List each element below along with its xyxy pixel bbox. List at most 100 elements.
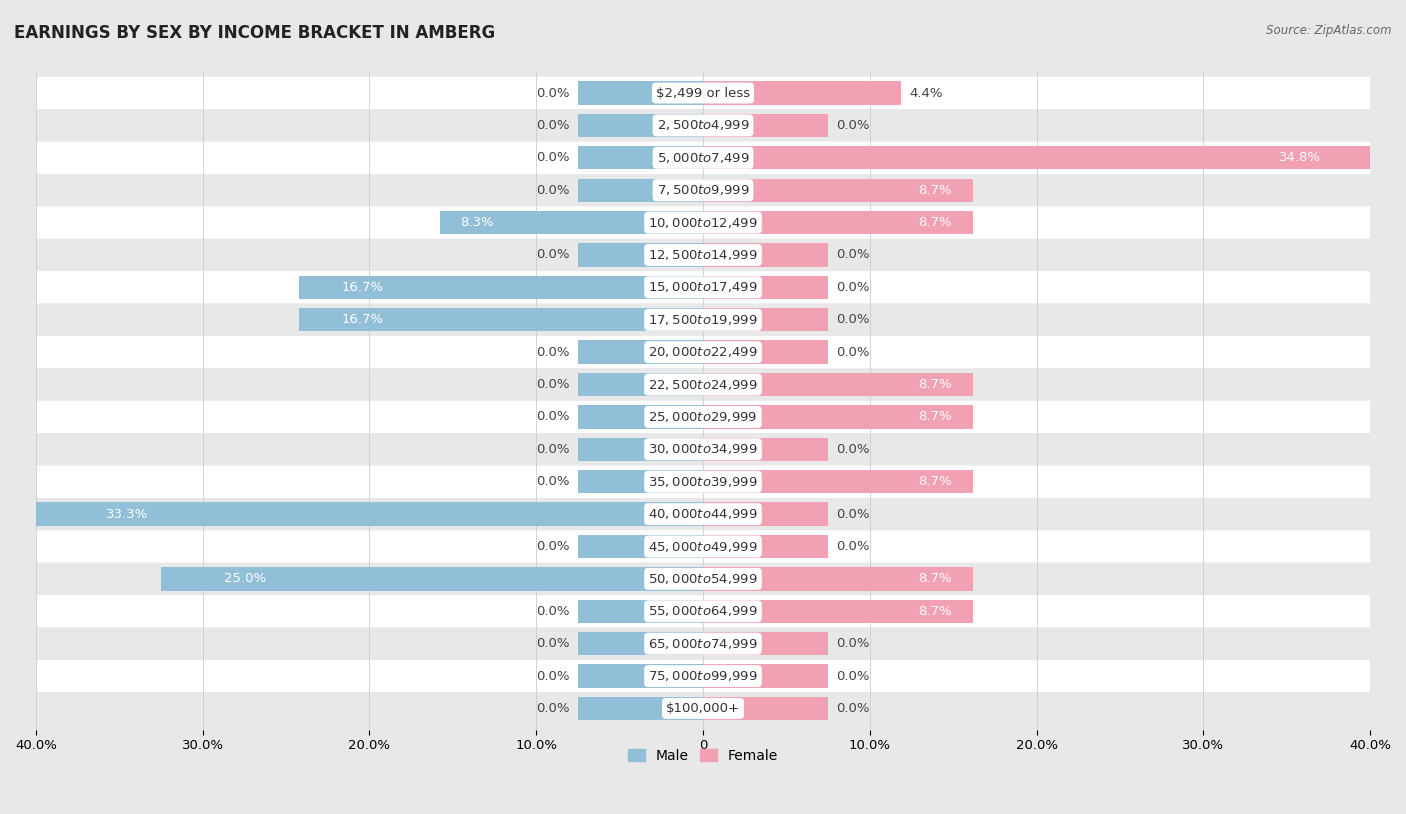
Bar	[703, 405, 828, 429]
Text: 0.0%: 0.0%	[536, 151, 569, 164]
Text: $17,500 to $19,999: $17,500 to $19,999	[648, 313, 758, 326]
FancyBboxPatch shape	[37, 207, 1369, 239]
Text: 0.0%: 0.0%	[536, 475, 569, 488]
Bar	[828, 178, 973, 202]
Bar	[828, 81, 901, 105]
Bar	[703, 600, 828, 623]
Text: $7,500 to $9,999: $7,500 to $9,999	[657, 183, 749, 197]
Bar	[828, 405, 973, 429]
Bar	[703, 373, 828, 396]
FancyBboxPatch shape	[37, 530, 1369, 562]
Bar	[578, 502, 703, 526]
Bar	[703, 502, 828, 526]
FancyBboxPatch shape	[37, 628, 1369, 660]
Text: $25,000 to $29,999: $25,000 to $29,999	[648, 410, 758, 424]
FancyBboxPatch shape	[37, 595, 1369, 628]
Bar	[703, 147, 828, 169]
FancyBboxPatch shape	[37, 239, 1369, 271]
Text: 0.0%: 0.0%	[536, 605, 569, 618]
Text: 0.0%: 0.0%	[837, 637, 870, 650]
Text: $15,000 to $17,499: $15,000 to $17,499	[648, 280, 758, 295]
Text: 8.7%: 8.7%	[918, 378, 952, 391]
Text: $2,499 or less: $2,499 or less	[657, 86, 749, 99]
FancyBboxPatch shape	[37, 77, 1369, 109]
Bar	[703, 243, 828, 267]
FancyBboxPatch shape	[37, 304, 1369, 336]
Text: $45,000 to $49,999: $45,000 to $49,999	[648, 540, 758, 554]
Bar	[578, 664, 703, 688]
Bar	[578, 373, 703, 396]
Text: $40,000 to $44,999: $40,000 to $44,999	[648, 507, 758, 521]
Text: 8.7%: 8.7%	[918, 410, 952, 423]
Bar	[578, 567, 703, 590]
Bar	[703, 178, 828, 202]
Text: 0.0%: 0.0%	[837, 508, 870, 521]
Text: 8.7%: 8.7%	[918, 475, 952, 488]
Bar	[703, 438, 828, 461]
Text: 0.0%: 0.0%	[536, 702, 569, 715]
Legend: Male, Female: Male, Female	[623, 743, 783, 768]
Text: 4.4%: 4.4%	[910, 86, 943, 99]
Bar	[703, 697, 828, 720]
Text: $20,000 to $22,499: $20,000 to $22,499	[648, 345, 758, 359]
Text: 0.0%: 0.0%	[837, 313, 870, 326]
Text: EARNINGS BY SEX BY INCOME BRACKET IN AMBERG: EARNINGS BY SEX BY INCOME BRACKET IN AMB…	[14, 24, 495, 42]
Text: $10,000 to $12,499: $10,000 to $12,499	[648, 216, 758, 230]
Text: 16.7%: 16.7%	[342, 313, 384, 326]
Text: $100,000+: $100,000+	[666, 702, 740, 715]
Bar	[578, 535, 703, 558]
Bar	[828, 470, 973, 493]
FancyBboxPatch shape	[37, 692, 1369, 724]
FancyBboxPatch shape	[37, 466, 1369, 498]
Text: 8.7%: 8.7%	[918, 572, 952, 585]
Bar	[578, 600, 703, 623]
Text: $2,500 to $4,999: $2,500 to $4,999	[657, 118, 749, 133]
Bar	[578, 81, 703, 105]
Text: 8.3%: 8.3%	[460, 216, 494, 229]
FancyBboxPatch shape	[37, 498, 1369, 530]
FancyBboxPatch shape	[37, 271, 1369, 304]
Text: 0.0%: 0.0%	[837, 540, 870, 553]
Text: 0.0%: 0.0%	[837, 702, 870, 715]
Text: 0.0%: 0.0%	[536, 670, 569, 683]
Text: 0.0%: 0.0%	[837, 281, 870, 294]
Bar	[703, 535, 828, 558]
Text: 0.0%: 0.0%	[837, 119, 870, 132]
Bar	[578, 178, 703, 202]
Text: 0.0%: 0.0%	[536, 248, 569, 261]
Text: $35,000 to $39,999: $35,000 to $39,999	[648, 475, 758, 488]
Text: $5,000 to $7,499: $5,000 to $7,499	[657, 151, 749, 164]
FancyBboxPatch shape	[37, 562, 1369, 595]
Text: 0.0%: 0.0%	[837, 346, 870, 359]
Bar	[578, 340, 703, 364]
Bar	[578, 114, 703, 137]
FancyBboxPatch shape	[37, 336, 1369, 369]
Text: 8.7%: 8.7%	[918, 605, 952, 618]
FancyBboxPatch shape	[37, 400, 1369, 433]
Text: 0.0%: 0.0%	[536, 184, 569, 197]
Text: 0.0%: 0.0%	[536, 540, 569, 553]
Text: 8.7%: 8.7%	[918, 184, 952, 197]
Text: 25.0%: 25.0%	[224, 572, 266, 585]
Bar	[22, 502, 578, 526]
Bar	[578, 697, 703, 720]
Text: $12,500 to $14,999: $12,500 to $14,999	[648, 248, 758, 262]
Text: 0.0%: 0.0%	[536, 346, 569, 359]
Text: 0.0%: 0.0%	[837, 443, 870, 456]
Bar	[828, 373, 973, 396]
Text: 33.3%: 33.3%	[105, 508, 148, 521]
Bar	[828, 600, 973, 623]
Bar	[703, 567, 828, 590]
Bar	[440, 211, 578, 234]
Bar	[578, 470, 703, 493]
FancyBboxPatch shape	[37, 174, 1369, 207]
Text: $50,000 to $54,999: $50,000 to $54,999	[648, 572, 758, 586]
Bar	[703, 470, 828, 493]
Bar	[703, 114, 828, 137]
Text: 34.8%: 34.8%	[1279, 151, 1322, 164]
Bar	[703, 211, 828, 234]
Bar	[578, 438, 703, 461]
Bar	[703, 309, 828, 331]
Bar	[299, 276, 578, 299]
Text: 0.0%: 0.0%	[536, 119, 569, 132]
